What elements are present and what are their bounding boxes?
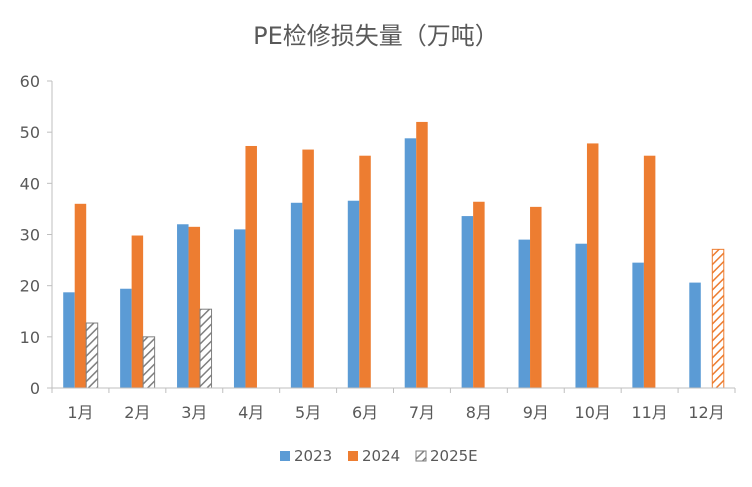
y-tick-label: 40 xyxy=(20,174,40,193)
bar-2024-10月 xyxy=(586,143,599,388)
bar-2023-2月 xyxy=(120,288,132,388)
bar-2023-5月 xyxy=(290,202,303,388)
x-tick-label: 10月 xyxy=(575,403,611,422)
x-tick-label: 3月 xyxy=(181,403,207,422)
y-tick-label: 30 xyxy=(20,226,40,245)
y-tick-label: 20 xyxy=(20,277,40,296)
bar-2023-4月 xyxy=(233,229,246,388)
bar-2025E-2月 xyxy=(142,336,156,389)
x-tick-label: 8月 xyxy=(466,403,492,422)
bar-2023-3月 xyxy=(177,224,189,388)
bar-2024-6月 xyxy=(359,155,371,388)
x-tick-label: 11月 xyxy=(631,403,667,422)
bar-2024-5月 xyxy=(302,149,314,388)
bar-2023-12月 xyxy=(689,282,701,388)
chart-title: PE检修损失量（万吨） xyxy=(253,22,499,50)
x-tick-label: 1月 xyxy=(67,403,93,422)
bar-2023-11月 xyxy=(632,262,644,388)
legend-label-2025E: 2025E xyxy=(430,447,478,465)
y-tick-label: 50 xyxy=(20,123,40,142)
bar-2023-6月 xyxy=(347,200,360,388)
bar-2024-1月 xyxy=(74,203,87,388)
plot-area: 0 10 20 30 40 50 60 1月 2月 3月 4月 5月 6月 7月 8月 9月 10月 11月 12月 xyxy=(20,72,736,422)
bar-2023-7月 xyxy=(404,138,417,388)
legend-swatch-2025E xyxy=(415,450,427,462)
legend-swatch-2023 xyxy=(280,451,290,461)
legend-label-2024: 2024 xyxy=(362,447,400,465)
legend-label-2023: 2023 xyxy=(294,447,332,465)
bar-2023-9月 xyxy=(518,239,531,388)
y-tick-label: 60 xyxy=(20,72,40,91)
x-tick-label: 6月 xyxy=(352,403,378,422)
x-tick-label: 9月 xyxy=(523,403,549,422)
bar-2025E-1月 xyxy=(85,322,99,389)
x-tick-label: 7月 xyxy=(409,403,435,422)
y-tick-label: 10 xyxy=(20,328,40,347)
legend: 2023 2024 2025E xyxy=(280,447,478,465)
x-tick-label: 2月 xyxy=(124,403,150,422)
bar-2024-8月 xyxy=(473,201,485,388)
y-tick-label: 0 xyxy=(30,379,40,398)
bar-2024-7月 xyxy=(416,121,428,388)
x-tick-label: 5月 xyxy=(295,403,321,422)
bar-2025E-12月 xyxy=(711,248,725,389)
x-tick-label: 12月 xyxy=(688,403,724,422)
bar-2024-2月 xyxy=(131,235,144,388)
bar-2023-1月 xyxy=(63,292,75,388)
bar-2025E-3月 xyxy=(199,308,213,389)
legend-swatch-2024 xyxy=(348,451,358,461)
bar-2023-10月 xyxy=(575,243,587,388)
x-tick-label: 4月 xyxy=(238,403,264,422)
bar-2024-4月 xyxy=(245,145,257,388)
bar-2023-8月 xyxy=(461,216,474,388)
bar-2024-9月 xyxy=(530,206,542,388)
bar-2024-3月 xyxy=(188,226,201,388)
bar-2024-11月 xyxy=(643,155,656,388)
